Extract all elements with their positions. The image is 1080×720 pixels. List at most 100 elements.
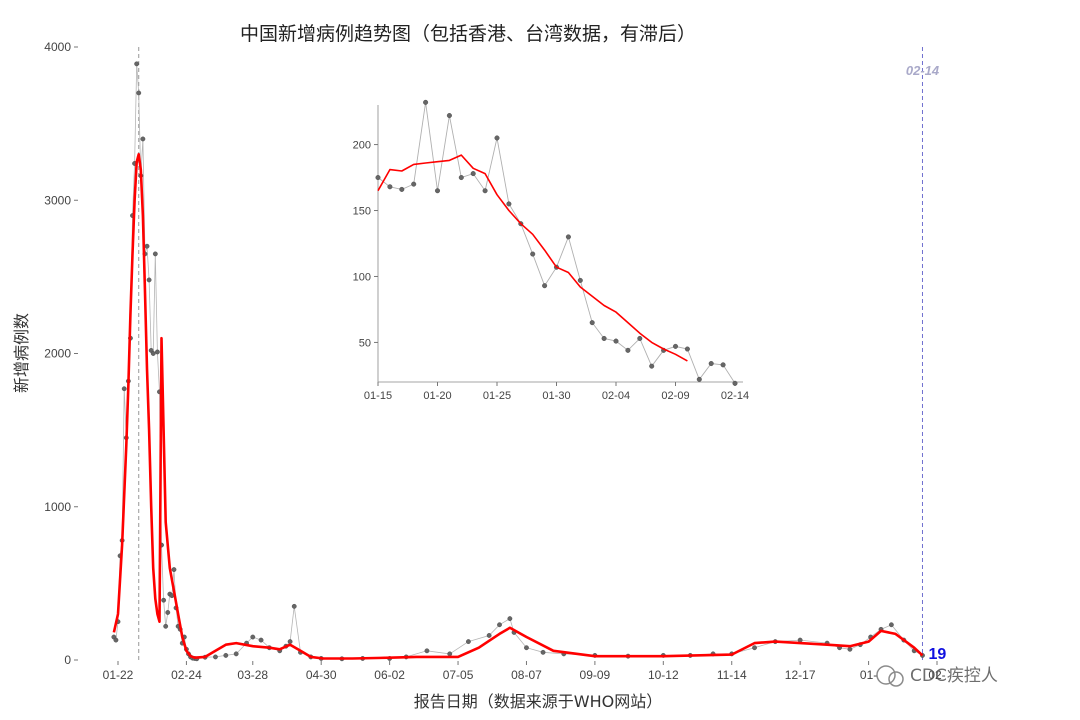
daily-cases-point: [171, 567, 177, 572]
daily-cases-point: [154, 349, 160, 355]
daily-cases-point: [144, 243, 150, 249]
daily-cases-point: [888, 622, 894, 628]
inset-daily-cases-point: [446, 113, 452, 119]
daily-cases-point: [258, 637, 264, 643]
watermark-text: CDC疾控人: [910, 666, 998, 686]
daily-cases-point: [163, 623, 169, 629]
daily-cases-point: [121, 386, 127, 392]
inset-daily-cases-point: [387, 184, 393, 190]
inset-daily-cases-point: [708, 361, 714, 367]
daily-cases-point: [150, 351, 156, 356]
last-value-label: 19: [928, 646, 946, 663]
inset-x-tick-label: 01-25: [483, 390, 511, 402]
inset-x-tick-label: 02-04: [602, 390, 630, 402]
inset-smoothed-trend-line: [377, 154, 688, 362]
y-tick-label: 3000: [44, 193, 71, 207]
daily-cases-point: [447, 651, 453, 657]
inset-x-tick-label: 01-15: [364, 390, 392, 402]
y-tick-label: 1000: [44, 500, 71, 514]
inset-daily-cases-point: [720, 362, 726, 368]
inset-y-tick-label: 50: [359, 337, 371, 349]
daily-cases-point: [165, 610, 171, 615]
daily-cases-point: [847, 646, 853, 652]
daily-cases-point: [152, 251, 158, 257]
inset-daily-cases-point: [565, 234, 571, 240]
daily-cases-point: [161, 597, 167, 603]
x-tick-label: 06-02: [374, 668, 405, 682]
inset-daily-cases-point: [423, 99, 429, 105]
daily-cases-point: [140, 136, 146, 142]
reference-line-label: 02-14: [906, 63, 940, 78]
y-axis-label: 新增病例数: [12, 313, 31, 393]
daily-cases-point: [146, 277, 152, 283]
inset-daily-cases-point: [589, 320, 595, 326]
x-tick-label: 10-12: [648, 668, 679, 682]
inset-y-tick-label: 200: [353, 140, 371, 152]
inset-y-tick-label: 100: [353, 271, 371, 283]
wechat-icon: [876, 665, 896, 685]
inset-daily-cases-point: [732, 380, 738, 386]
inset-daily-cases-point: [684, 346, 690, 352]
inset-daily-cases-point: [542, 283, 548, 289]
x-tick-label: 01-: [860, 668, 877, 682]
inset-daily-cases-point: [673, 343, 679, 349]
x-tick-label: 01-22: [103, 668, 134, 682]
inset-daily-cases-point: [696, 376, 702, 382]
daily-cases-point: [136, 90, 142, 96]
y-tick-label: 0: [64, 653, 71, 667]
main-series: 19: [111, 61, 946, 663]
inset-daily-cases-point: [613, 338, 619, 344]
inset-daily-cases-point: [494, 135, 500, 141]
daily-cases-point: [291, 603, 297, 609]
daily-cases-point: [213, 654, 218, 660]
daily-cases-point: [507, 616, 513, 622]
daily-cases-point: [424, 648, 430, 654]
inset-daily-cases-point: [577, 277, 583, 283]
daily-cases-point: [250, 634, 256, 640]
daily-cases-point: [752, 645, 757, 651]
x-tick-label: 02-: [928, 668, 945, 682]
inset-daily-cases-point: [601, 335, 607, 341]
daily-cases-point: [233, 651, 239, 657]
daily-cases-point: [524, 645, 529, 651]
x-axis-label: 报告日期（数据来源于WHO网站）: [414, 692, 662, 711]
inset-daily-cases-point: [530, 251, 536, 257]
x-tick-label: 09-09: [580, 668, 611, 682]
smoothed-trend-line: [112, 153, 924, 660]
daily-cases-point: [113, 637, 119, 643]
chart-title: 中国新增病例趋势图（包括香港、台湾数据，有滞后）: [240, 23, 696, 45]
daily-cases-point: [497, 622, 502, 628]
inset-daily-cases-line: [377, 102, 736, 384]
daily-cases-point: [287, 639, 293, 645]
inset-daily-cases-point: [482, 188, 488, 194]
inset-daily-cases-point: [637, 335, 643, 341]
inset-daily-cases-point: [458, 175, 464, 181]
x-tick-label: 04-30: [306, 668, 337, 682]
inset-daily-cases-point: [470, 171, 476, 177]
inset-daily-cases-point: [411, 181, 417, 187]
y-tick-label: 2000: [44, 347, 71, 361]
main-axes: 0 1000 2000 3000 4000 01-22 02-24 03-28 04-30 06-…: [44, 40, 945, 682]
daily-cases-point: [540, 649, 546, 655]
wechat-icon-bubble: [888, 671, 904, 687]
inset-x-tick-label: 01-20: [423, 390, 451, 402]
daily-cases-point: [466, 639, 471, 645]
inset-chart: 50 100 150 200 01-15 01-20 01-25 01-30 02-04 02-0…: [353, 99, 749, 402]
daily-cases-point: [134, 61, 140, 67]
inset-x-tick-label: 01-30: [542, 390, 570, 402]
x-tick-label: 12-17: [785, 668, 816, 682]
daily-cases-point: [486, 633, 492, 638]
inset-x-tick-label: 02-14: [721, 390, 749, 402]
inset-y-tick-label: 150: [353, 206, 371, 218]
x-tick-label: 07-05: [443, 668, 474, 682]
inset-daily-cases-point: [625, 347, 631, 353]
x-tick-label: 11-14: [717, 668, 747, 682]
inset-daily-cases-point: [375, 175, 381, 181]
inset-daily-cases-point: [506, 201, 512, 207]
inset-x-tick-label: 02-09: [661, 390, 689, 402]
x-tick-label: 03-28: [237, 668, 268, 682]
inset-daily-cases-point: [435, 188, 441, 194]
daily-cases-point: [797, 637, 803, 643]
x-tick-label: 02-24: [171, 668, 202, 682]
